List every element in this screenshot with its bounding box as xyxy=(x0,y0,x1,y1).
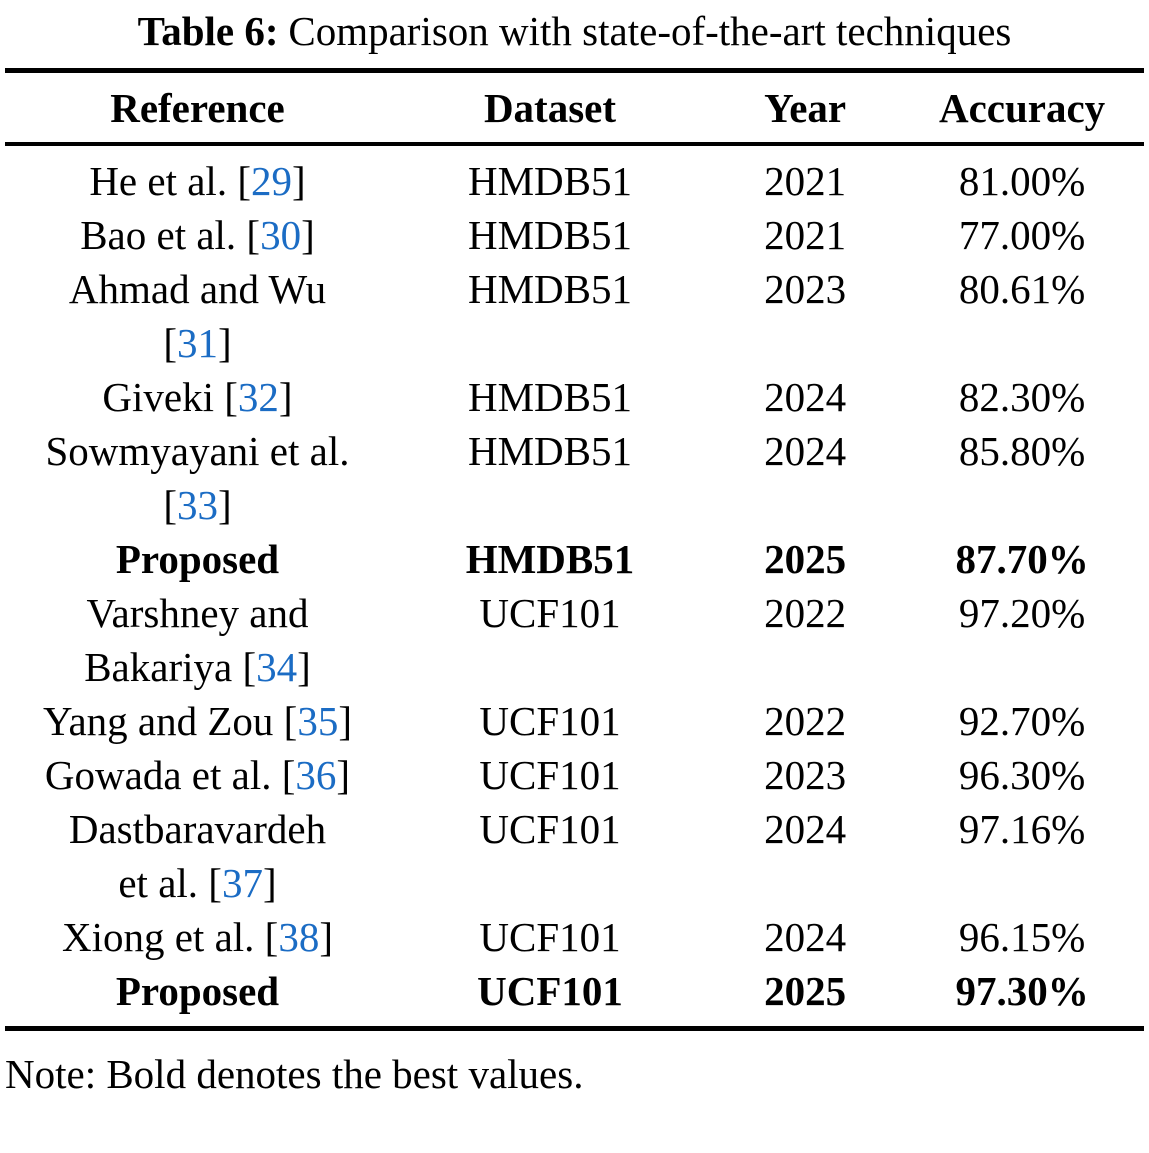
accuracy-cell: 96.15% xyxy=(958,914,1086,960)
accuracy-cell: 87.70% xyxy=(955,536,1089,582)
reference-line: [31] xyxy=(163,320,232,366)
year-cell: 2024 xyxy=(764,806,847,852)
accuracy-cell: 80.61% xyxy=(958,266,1086,312)
year-cell: 2023 xyxy=(764,266,847,312)
reference-cell: Sowmyayani et al. [33] xyxy=(5,424,390,532)
accuracy-cell: 85.80% xyxy=(958,428,1086,474)
year-cell: 2022 xyxy=(764,698,847,744)
year-cell: 2021 xyxy=(764,158,847,204)
reference-cell: Ahmad and Wu [31] xyxy=(5,262,390,370)
reference-line: Varshney and xyxy=(86,590,309,636)
table-caption-text: Comparison with state-of-the-art techniq… xyxy=(288,8,1012,54)
table-row: He et al. [29] HMDB51 2021 81.00% xyxy=(5,154,1144,208)
reference-cell: He et al. [29] xyxy=(5,154,390,208)
reference-line: Bao et al. [30] xyxy=(80,212,315,258)
dataset-cell: HMDB51 xyxy=(465,536,635,582)
reference-line: Bakariya [34] xyxy=(84,644,311,690)
dataset-cell: UCF101 xyxy=(479,806,621,852)
reference-cell: Varshney and Bakariya [34] xyxy=(5,586,390,694)
accuracy-cell: 97.20% xyxy=(958,590,1086,636)
reference-line: Sowmyayani et al. xyxy=(45,428,350,474)
table-row: Varshney and Bakariya [34] UCF101 2022 97.20… xyxy=(5,586,1144,694)
table-body: He et al. [29] HMDB51 2021 81.00% Bao et al.… xyxy=(5,146,1144,1031)
table-row: Ahmad and Wu [31] HMDB51 2023 80.61% xyxy=(5,262,1144,370)
table-row: Dastbaravardeh et al. [37] UCF101 2024 97.16… xyxy=(5,802,1144,910)
reference-cell: Proposed xyxy=(5,964,390,1018)
table-caption-label: Table 6: xyxy=(137,8,279,54)
reference-line: He et al. [29] xyxy=(89,158,306,204)
accuracy-cell: 77.00% xyxy=(958,212,1086,258)
reference-cell: Gowada et al. [36] xyxy=(5,748,390,802)
year-cell: 2024 xyxy=(764,914,847,960)
citation-link[interactable]: 32 xyxy=(237,374,279,420)
citation-link[interactable]: 37 xyxy=(221,860,263,906)
column-header-accuracy: Accuracy xyxy=(938,84,1106,131)
dataset-cell: HMDB51 xyxy=(467,212,632,258)
reference-cell: Yang and Zou [35] xyxy=(5,694,390,748)
table-header-row: Reference Dataset Year Accuracy xyxy=(5,68,1144,146)
reference-line: Proposed xyxy=(115,968,280,1014)
paper-table-figure: Table 6: Comparison with state-of-the-art… xyxy=(5,0,1144,1097)
dataset-cell: HMDB51 xyxy=(467,158,632,204)
reference-line: Gowada et al. [36] xyxy=(44,752,351,798)
table-row: Proposed UCF101 2025 97.30% xyxy=(5,964,1144,1018)
table-row: Gowada et al. [36] UCF101 2023 96.30% xyxy=(5,748,1144,802)
table-row: Xiong et al. [38] UCF101 2024 96.15% xyxy=(5,910,1144,964)
dataset-cell: UCF101 xyxy=(479,914,621,960)
dataset-cell: UCF101 xyxy=(479,752,621,798)
table-row: Bao et al. [30] HMDB51 2021 77.00% xyxy=(5,208,1144,262)
citation-link[interactable]: 36 xyxy=(295,752,337,798)
year-cell: 2025 xyxy=(764,968,847,1014)
reference-line: et al. [37] xyxy=(118,860,277,906)
reference-cell: Xiong et al. [38] xyxy=(5,910,390,964)
citation-link[interactable]: 30 xyxy=(260,212,302,258)
accuracy-cell: 92.70% xyxy=(958,698,1086,744)
reference-cell: Giveki [32] xyxy=(5,370,390,424)
reference-cell: Proposed xyxy=(5,532,390,586)
column-header-reference: Reference xyxy=(110,84,285,131)
dataset-cell: UCF101 xyxy=(479,590,621,636)
reference-cell: Bao et al. [30] xyxy=(5,208,390,262)
year-cell: 2025 xyxy=(764,536,847,582)
accuracy-cell: 82.30% xyxy=(958,374,1086,420)
reference-line: Yang and Zou [35] xyxy=(42,698,352,744)
table-row: Sowmyayani et al. [33] HMDB51 2024 85.80% xyxy=(5,424,1144,532)
reference-line: Xiong et al. [38] xyxy=(61,914,333,960)
reference-line: [33] xyxy=(163,482,232,528)
dataset-cell: UCF101 xyxy=(479,698,621,744)
year-cell: 2022 xyxy=(764,590,847,636)
accuracy-cell: 96.30% xyxy=(958,752,1086,798)
year-cell: 2021 xyxy=(764,212,847,258)
column-header-dataset: Dataset xyxy=(483,84,617,131)
table-row: Giveki [32] HMDB51 2024 82.30% xyxy=(5,370,1144,424)
column-header-year: Year xyxy=(764,84,847,131)
table-row: Proposed HMDB51 2025 87.70% xyxy=(5,532,1144,586)
table-row: Yang and Zou [35] UCF101 2022 92.70% xyxy=(5,694,1144,748)
citation-link[interactable]: 29 xyxy=(250,158,292,204)
citation-link[interactable]: 33 xyxy=(176,482,218,528)
reference-line: Dastbaravardeh xyxy=(68,806,327,852)
citation-link[interactable]: 34 xyxy=(256,644,298,690)
dataset-cell: HMDB51 xyxy=(467,374,632,420)
year-cell: 2024 xyxy=(764,428,847,474)
dataset-cell: HMDB51 xyxy=(467,266,632,312)
reference-line: Giveki [32] xyxy=(102,374,293,420)
reference-cell: Dastbaravardeh et al. [37] xyxy=(5,802,390,910)
reference-line: Ahmad and Wu xyxy=(68,266,327,312)
year-cell: 2023 xyxy=(764,752,847,798)
accuracy-cell: 97.16% xyxy=(958,806,1086,852)
table-caption: Table 6: Comparison with state-of-the-art… xyxy=(5,0,1144,56)
citation-link[interactable]: 31 xyxy=(176,320,218,366)
citation-link[interactable]: 35 xyxy=(297,698,339,744)
reference-line: Proposed xyxy=(115,536,280,582)
citation-link[interactable]: 38 xyxy=(278,914,320,960)
dataset-cell: UCF101 xyxy=(477,968,623,1014)
year-cell: 2024 xyxy=(764,374,847,420)
table-note: Note: Bold denotes the best values. xyxy=(5,1051,584,1097)
dataset-cell: HMDB51 xyxy=(467,428,632,474)
accuracy-cell: 81.00% xyxy=(958,158,1086,204)
accuracy-cell: 97.30% xyxy=(955,968,1089,1014)
